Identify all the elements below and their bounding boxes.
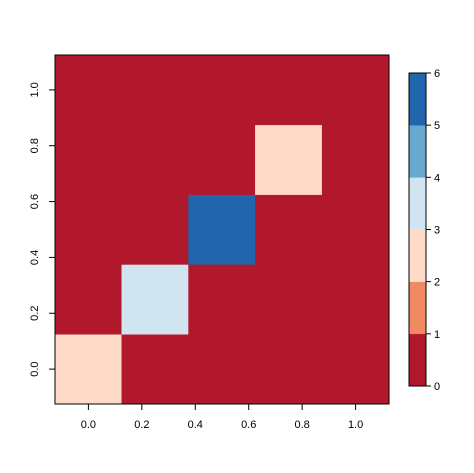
heatmap-cell (188, 124, 256, 195)
heatmap-cell (54, 264, 123, 335)
colorbar-tick-label: 0 (434, 381, 440, 393)
heatmap-cell (321, 333, 390, 405)
heatmap-cell (255, 124, 323, 195)
y-tick-label: 0.8 (29, 138, 41, 153)
colorbar-tick-label: 1 (434, 329, 440, 341)
y-tick-label: 0.4 (29, 250, 41, 265)
colorbar-tick-label: 3 (434, 225, 440, 237)
colorbar-swatch (408, 177, 427, 230)
x-tick-label: 0.4 (188, 419, 203, 431)
colorbar-swatch (408, 333, 427, 387)
colorbar-tick-label: 4 (434, 172, 440, 184)
heatmap-cell (321, 264, 390, 335)
colorbar-swatch (408, 281, 427, 335)
heatmap-cell (188, 194, 256, 265)
colorbar-axis: 0 1 2 3 4 5 6 (426, 68, 440, 393)
x-tick-label: 0.2 (134, 419, 149, 431)
heatmap-cell (54, 194, 123, 265)
heatmap-cell (121, 54, 189, 126)
heatmap-cell (188, 54, 256, 126)
heatmap-cell (188, 333, 256, 405)
heatmap-cells (54, 54, 390, 405)
heatmap-cell (255, 194, 323, 265)
heatmap-cell (121, 194, 189, 265)
colorbar-swatch (408, 229, 427, 282)
heatmap-cell (321, 194, 390, 265)
heatmap-cell (121, 333, 189, 405)
heatmap-cell (255, 54, 323, 126)
x-tick-label: 0.8 (295, 419, 310, 431)
colorbar-swatch (408, 72, 427, 126)
x-tick-label: 0.6 (241, 419, 256, 431)
heatmap-cell (255, 333, 323, 405)
heatmap-cell (188, 264, 256, 335)
heatmap-cell (321, 54, 390, 126)
x-tick-label: 1.0 (348, 419, 363, 431)
y-tick-label: 1.0 (29, 82, 41, 97)
colorbar-tick-label: 6 (434, 68, 440, 80)
x-axis: 0.0 0.2 0.4 0.6 0.8 1.0 (81, 403, 363, 431)
heatmap-cell (255, 264, 323, 335)
heatmap-cell (54, 54, 123, 126)
y-axis: 0.0 0.2 0.4 0.6 0.8 1.0 (29, 82, 56, 377)
colorbar-tick-label: 2 (434, 277, 440, 289)
y-tick-label: 0.0 (29, 361, 41, 376)
x-tick-label: 0.0 (81, 419, 96, 431)
heatmap-cell (54, 333, 123, 405)
colorbar-swatch (408, 124, 427, 178)
colorbar-tick-label: 5 (434, 120, 440, 132)
heatmap-cell (54, 124, 123, 195)
colorbar (408, 72, 427, 387)
y-tick-label: 0.6 (29, 194, 41, 209)
heatmap-cell (121, 264, 189, 335)
heatmap-cell (121, 124, 189, 195)
heatmap-cell (321, 124, 390, 195)
y-tick-label: 0.2 (29, 306, 41, 321)
